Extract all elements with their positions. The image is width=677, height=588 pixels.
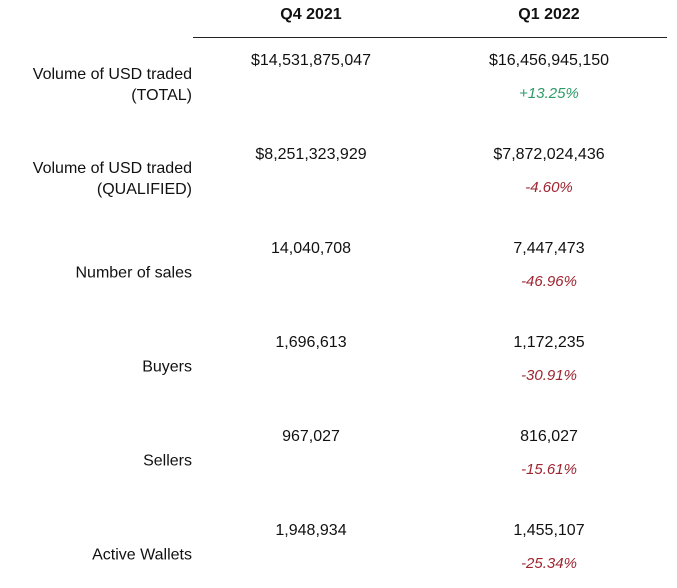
value-q1-2022: 1,172,235 bbox=[513, 334, 585, 351]
table-row: Number of sales 14,040,708 7,447,473 -46.96… bbox=[0, 238, 677, 332]
row-label: Volume of USD traded (TOTAL) bbox=[33, 64, 192, 106]
row-label: Sellers bbox=[143, 451, 192, 472]
value-q1-2022: $7,872,024,436 bbox=[493, 146, 605, 163]
table-row: Active Wallets 1,948,934 1,455,107 -25.34% bbox=[0, 520, 677, 588]
value-q1-2022: 816,027 bbox=[520, 428, 578, 445]
table-row: Buyers 1,696,613 1,172,235 -30.91% bbox=[0, 332, 677, 426]
column-header-q1-2022: Q1 2022 bbox=[518, 6, 580, 23]
change-percent: -30.91% bbox=[521, 367, 577, 384]
row-label-line: Volume of USD traded bbox=[32, 160, 192, 177]
value-q4-2021: 1,696,613 bbox=[275, 334, 347, 351]
row-label: Volume of USD traded (QUALIFIED) bbox=[33, 158, 192, 200]
row-label-line: (QUALIFIED) bbox=[96, 181, 192, 198]
row-label-line: Number of sales bbox=[75, 264, 193, 282]
value-q4-2021: $14,531,875,047 bbox=[250, 52, 372, 69]
header-divider bbox=[193, 37, 667, 38]
value-q4-2021: 14,040,708 bbox=[270, 240, 352, 257]
column-header-q4-2021: Q4 2021 bbox=[280, 6, 342, 23]
table-row: Volume of USD traded (QUALIFIED) $8,251,32… bbox=[0, 144, 677, 238]
change-percent: -46.96% bbox=[521, 273, 577, 290]
table-row: Sellers 967,027 816,027 -15.61% bbox=[0, 426, 677, 520]
value-q4-2021: 967,027 bbox=[282, 428, 340, 445]
value-q4-2021: 1,948,934 bbox=[275, 522, 347, 539]
change-percent: +13.25% bbox=[519, 85, 579, 102]
value-q1-2022: 7,447,473 bbox=[513, 240, 585, 257]
row-label-line: (TOTAL) bbox=[131, 87, 192, 104]
value-q1-2022: $16,456,945,150 bbox=[488, 52, 610, 69]
row-label-line: Buyers bbox=[142, 358, 192, 376]
table-row: Volume of USD traded (TOTAL) $14,531,875,0… bbox=[0, 50, 677, 144]
row-label-line: Active Wallets bbox=[92, 546, 192, 564]
value-q1-2022: 1,455,107 bbox=[513, 522, 585, 539]
row-label: Active Wallets bbox=[92, 545, 192, 566]
change-percent: -4.60% bbox=[525, 179, 573, 196]
row-label-line: Volume of USD traded bbox=[32, 66, 192, 83]
change-percent: -15.61% bbox=[521, 461, 577, 478]
row-label-line: Sellers bbox=[143, 452, 192, 470]
row-label: Number of sales bbox=[76, 263, 193, 284]
change-percent: -25.34% bbox=[521, 555, 577, 572]
row-label: Buyers bbox=[142, 357, 192, 378]
value-q4-2021: $8,251,323,929 bbox=[255, 146, 367, 163]
